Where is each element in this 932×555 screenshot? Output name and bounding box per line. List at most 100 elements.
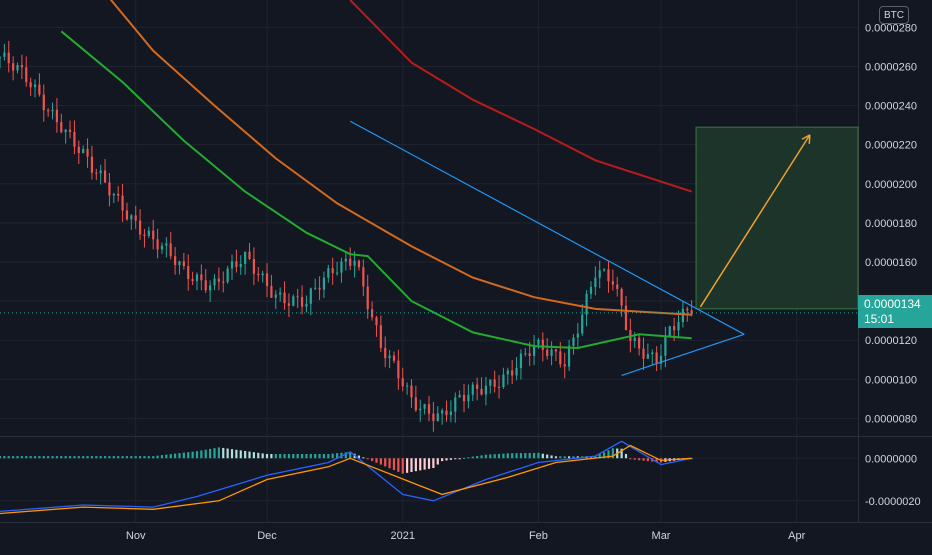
- macd-histogram-bar: [60, 456, 63, 459]
- macd-histogram-bar: [559, 456, 562, 459]
- candle-body: [559, 351, 562, 365]
- macd-histogram-bar: [29, 456, 32, 459]
- candle-body: [33, 84, 37, 88]
- macd-histogram-bar: [419, 458, 422, 471]
- macd-histogram-bar: [292, 454, 295, 459]
- candle-body: [64, 129, 67, 133]
- candle-body: [335, 272, 339, 274]
- macd-histogram-bar: [230, 449, 234, 459]
- candle-body: [616, 284, 619, 289]
- macd-histogram-bar: [335, 453, 339, 459]
- macd-histogram-bar: [0, 456, 2, 459]
- candle-body: [659, 355, 663, 364]
- macd-histogram-bar: [239, 450, 242, 459]
- macd-histogram-bar: [274, 454, 277, 459]
- candle-body: [3, 52, 6, 57]
- candle-body: [90, 156, 94, 173]
- candle-body: [594, 277, 597, 288]
- macd-histogram-bar: [484, 454, 488, 459]
- macd-histogram-bar: [519, 453, 523, 459]
- candle-body: [165, 243, 168, 246]
- current-price-tag: 0.0000134 15:01: [858, 295, 932, 328]
- current-price-value: 0.0000134: [864, 297, 921, 311]
- macd-histogram-bar: [265, 454, 269, 459]
- candle-body: [419, 408, 422, 411]
- macd-histogram-bar: [112, 456, 115, 459]
- candle-body: [366, 286, 369, 310]
- macd-histogram-bar: [90, 456, 94, 459]
- macd-pane: [0, 440, 693, 515]
- price-axis-label: 0.0000200: [865, 179, 917, 191]
- candle-body: [29, 82, 32, 88]
- candle-body: [55, 109, 59, 123]
- macd-histogram-bar: [528, 452, 531, 459]
- macd-histogram-bar: [524, 453, 527, 459]
- candle-body: [401, 378, 404, 387]
- macd-histogram-bar: [130, 456, 133, 459]
- candle-body: [209, 285, 212, 291]
- candle-body: [42, 94, 45, 111]
- macd-histogram-bar: [187, 452, 190, 459]
- macd-histogram-bar: [7, 456, 10, 459]
- symbol-badge[interactable]: BTC: [879, 6, 909, 24]
- macd-histogram-bar: [152, 456, 155, 459]
- candle-body: [454, 397, 457, 412]
- target-arrow-head: [808, 134, 811, 144]
- macd-histogram-bar: [436, 458, 439, 465]
- candle-body: [449, 411, 452, 416]
- price-axis-label: 0.0000180: [865, 218, 917, 230]
- candle-body: [620, 288, 623, 306]
- candle-body: [344, 258, 347, 262]
- candle-body: [611, 281, 614, 285]
- macd-histogram-bar: [38, 456, 41, 459]
- candle-body: [244, 251, 247, 264]
- macd-histogram-bar: [165, 454, 168, 459]
- macd-histogram-bar: [357, 455, 361, 459]
- candle-body: [379, 325, 382, 348]
- macd-histogram-bar: [244, 450, 247, 459]
- macd-line: [0, 440, 692, 513]
- candle-body: [515, 367, 518, 376]
- candle-body: [327, 268, 330, 278]
- macd-histogram-bar: [497, 453, 501, 459]
- candles: [0, 40, 693, 432]
- target-arrow: [699, 134, 811, 308]
- candle-body: [195, 274, 199, 282]
- price-axis-label: 0.0000120: [865, 335, 917, 347]
- candle-body: [314, 287, 317, 289]
- macd-histogram-bar: [68, 456, 72, 459]
- time-axis-label: 2021: [390, 530, 414, 542]
- macd-histogram-bar: [331, 453, 334, 459]
- macd-histogram-bar: [493, 454, 496, 459]
- countdown-timer: 15:01: [864, 312, 895, 326]
- candle-body: [480, 388, 483, 395]
- macd-histogram-bar: [414, 458, 417, 472]
- candle-body: [235, 261, 238, 267]
- macd-histogram-bar: [178, 453, 181, 459]
- macd-histogram-bar: [318, 454, 321, 459]
- candle-body: [563, 364, 566, 367]
- macd-histogram-bar: [305, 454, 308, 459]
- macd-histogram-bar: [322, 454, 326, 459]
- candle-body: [357, 260, 361, 268]
- candle-body: [686, 308, 689, 311]
- candle-body: [349, 258, 352, 266]
- macd-histogram-bar: [222, 447, 225, 459]
- macd-histogram-bar: [642, 458, 645, 461]
- candle-body: [160, 245, 164, 250]
- candle-body: [467, 394, 470, 402]
- candle-body: [147, 230, 150, 236]
- candle-body: [138, 220, 142, 235]
- macd-histogram-bar: [489, 454, 492, 459]
- macd-histogram-bar: [589, 456, 593, 459]
- time-axis-label: Dec: [257, 530, 277, 542]
- candle-body: [265, 273, 269, 287]
- grid: [0, 0, 932, 523]
- candle-body: [489, 379, 492, 386]
- macd-histogram-bar: [502, 453, 505, 459]
- macd-histogram-bar: [655, 458, 658, 463]
- macd-histogram-bar: [55, 456, 59, 459]
- candle-body: [589, 287, 593, 294]
